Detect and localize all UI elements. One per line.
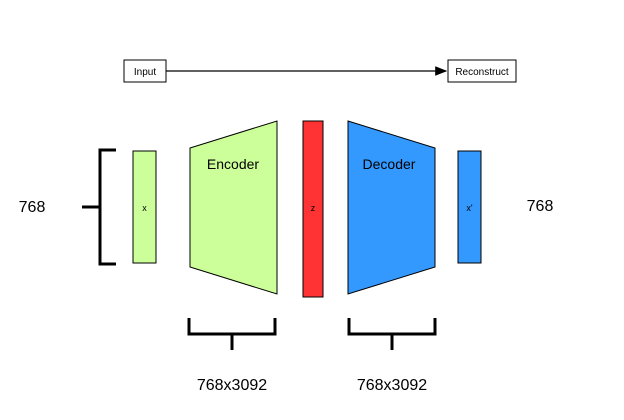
x-prime-label: x' <box>466 203 473 213</box>
decoder-dimension-bracket <box>347 318 437 350</box>
left-dimension-bracket <box>82 148 116 266</box>
decoder-label: Decoder <box>363 156 416 172</box>
decoder-block: Decoder <box>347 120 436 295</box>
input-label: Input <box>134 67 156 78</box>
reconstruct-box: Reconstruct <box>447 59 517 83</box>
z-label: z <box>311 203 316 213</box>
x-prime-vector: x' <box>457 150 482 264</box>
encoder-block: Encoder <box>189 120 278 295</box>
decoder-dimension-label: 768x3092 <box>357 377 427 394</box>
encoder-dimension-bracket <box>187 318 277 350</box>
input-box: Input <box>123 59 167 83</box>
reconstruct-label: Reconstruct <box>455 67 509 78</box>
right-dimension-label: 768 <box>527 198 554 215</box>
x-vector: x <box>132 150 157 264</box>
left-dimension-label: 768 <box>19 199 46 216</box>
x-label: x <box>142 203 147 213</box>
encoder-dimension-label: 768x3092 <box>197 377 267 394</box>
z-latent: z <box>302 120 324 298</box>
encoder-label: Encoder <box>207 156 259 172</box>
